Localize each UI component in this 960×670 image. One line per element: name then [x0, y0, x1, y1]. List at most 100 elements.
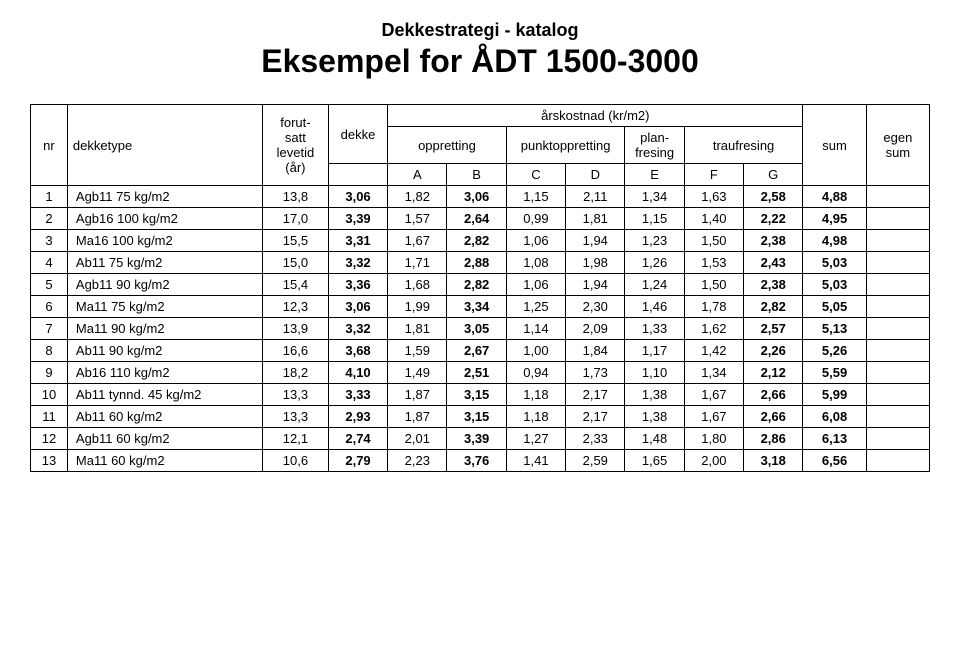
cell-nr: 5 — [31, 274, 68, 296]
col-dekke: dekke — [328, 105, 387, 164]
cell-g: 2,82 — [744, 296, 803, 318]
table-row: 9Ab16 110 kg/m218,24,101,492,510,941,731… — [31, 362, 930, 384]
cell-c: 1,27 — [506, 428, 565, 450]
page-title: Eksempel for ÅDT 1500-3000 — [30, 43, 930, 80]
cell-dekke: 2,79 — [328, 450, 387, 472]
cell-egen — [866, 230, 929, 252]
cell-d: 1,98 — [566, 252, 625, 274]
cell-a: 2,01 — [388, 428, 447, 450]
cell-dekke: 4,10 — [328, 362, 387, 384]
cell-sum: 6,13 — [803, 428, 866, 450]
col-letter-b: B — [447, 164, 506, 186]
cell-f: 1,50 — [684, 230, 743, 252]
col-letter-e: E — [625, 164, 684, 186]
cell-egen — [866, 252, 929, 274]
cell-egen — [866, 186, 929, 208]
cell-d: 1,94 — [566, 230, 625, 252]
col-sum: sum — [803, 105, 866, 186]
col-oppretting: oppretting — [388, 127, 507, 164]
cell-egen — [866, 208, 929, 230]
cell-b: 2,64 — [447, 208, 506, 230]
cell-c: 1,18 — [506, 384, 565, 406]
cell-sum: 4,98 — [803, 230, 866, 252]
table-row: 5Agb11 90 kg/m215,43,361,682,821,061,941… — [31, 274, 930, 296]
cell-d: 2,09 — [566, 318, 625, 340]
cell-g: 2,86 — [744, 428, 803, 450]
col-letter-c: C — [506, 164, 565, 186]
col-letter-a: A — [388, 164, 447, 186]
cell-nr: 10 — [31, 384, 68, 406]
cell-g: 2,22 — [744, 208, 803, 230]
cell-nr: 1 — [31, 186, 68, 208]
cell-c: 1,25 — [506, 296, 565, 318]
cell-e: 1,48 — [625, 428, 684, 450]
table-row: 7Ma11 90 kg/m213,93,321,813,051,142,091,… — [31, 318, 930, 340]
cell-d: 2,17 — [566, 384, 625, 406]
cell-b: 3,06 — [447, 186, 506, 208]
col-nr: nr — [31, 105, 68, 186]
data-table: nr dekketype forut- satt levetid (år) de… — [30, 104, 930, 472]
table-row: 6Ma11 75 kg/m212,33,061,993,341,252,301,… — [31, 296, 930, 318]
cell-e: 1,46 — [625, 296, 684, 318]
cell-dekke: 3,31 — [328, 230, 387, 252]
cell-b: 3,15 — [447, 406, 506, 428]
cell-sum: 5,99 — [803, 384, 866, 406]
cell-a: 1,87 — [388, 406, 447, 428]
cell-life: 16,6 — [262, 340, 328, 362]
cell-dekke: 3,32 — [328, 252, 387, 274]
cell-nr: 2 — [31, 208, 68, 230]
col-arskostnad: årskostnad (kr/m2) — [388, 105, 803, 127]
col-planfresing: plan- fresing — [625, 127, 684, 164]
cell-sum: 5,59 — [803, 362, 866, 384]
cell-nr: 9 — [31, 362, 68, 384]
cell-e: 1,23 — [625, 230, 684, 252]
cell-f: 1,67 — [684, 384, 743, 406]
page-subtitle: Dekkestrategi - katalog — [30, 20, 930, 41]
cell-b: 3,76 — [447, 450, 506, 472]
cell-type: Agb11 90 kg/m2 — [67, 274, 262, 296]
cell-f: 1,80 — [684, 428, 743, 450]
col-letter-dekke-blank — [328, 164, 387, 186]
document: Dekkestrategi - katalog Eksempel for ÅDT… — [30, 20, 930, 472]
cell-life: 15,0 — [262, 252, 328, 274]
cell-type: Ab11 tynnd. 45 kg/m2 — [67, 384, 262, 406]
cell-f: 1,53 — [684, 252, 743, 274]
table-body: 1Agb11 75 kg/m213,83,061,823,061,152,111… — [31, 186, 930, 472]
cell-c: 1,18 — [506, 406, 565, 428]
cell-d: 1,81 — [566, 208, 625, 230]
cell-g: 3,18 — [744, 450, 803, 472]
cell-d: 1,73 — [566, 362, 625, 384]
cell-f: 1,67 — [684, 406, 743, 428]
cell-g: 2,38 — [744, 230, 803, 252]
cell-life: 10,6 — [262, 450, 328, 472]
cell-nr: 11 — [31, 406, 68, 428]
table-row: 13Ma11 60 kg/m210,62,792,233,761,412,591… — [31, 450, 930, 472]
col-egen-sum: egen sum — [866, 105, 929, 186]
col-punktoppretting: punktoppretting — [506, 127, 625, 164]
cell-egen — [866, 450, 929, 472]
cell-dekke: 2,93 — [328, 406, 387, 428]
cell-f: 1,34 — [684, 362, 743, 384]
cell-life: 13,3 — [262, 384, 328, 406]
cell-nr: 7 — [31, 318, 68, 340]
cell-dekke: 3,32 — [328, 318, 387, 340]
cell-life: 18,2 — [262, 362, 328, 384]
col-letter-d: D — [566, 164, 625, 186]
cell-egen — [866, 428, 929, 450]
cell-egen — [866, 362, 929, 384]
cell-b: 2,67 — [447, 340, 506, 362]
cell-c: 1,00 — [506, 340, 565, 362]
cell-d: 2,17 — [566, 406, 625, 428]
cell-a: 1,71 — [388, 252, 447, 274]
cell-type: Agb16 100 kg/m2 — [67, 208, 262, 230]
cell-c: 1,14 — [506, 318, 565, 340]
cell-a: 1,99 — [388, 296, 447, 318]
cell-d: 2,11 — [566, 186, 625, 208]
cell-life: 13,3 — [262, 406, 328, 428]
cell-sum: 5,26 — [803, 340, 866, 362]
cell-c: 0,94 — [506, 362, 565, 384]
cell-dekke: 3,06 — [328, 186, 387, 208]
cell-a: 1,49 — [388, 362, 447, 384]
cell-life: 15,5 — [262, 230, 328, 252]
cell-d: 1,94 — [566, 274, 625, 296]
